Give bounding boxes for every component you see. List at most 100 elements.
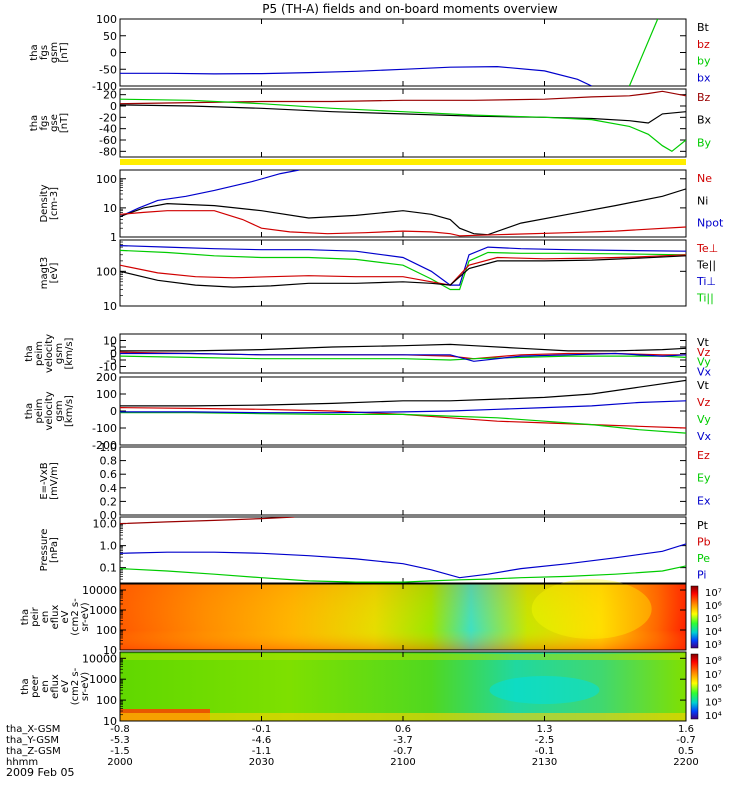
y-axis-label-line: tha (24, 345, 35, 361)
y-tick-label: 10 (103, 715, 117, 728)
y-axis-label-line: [km/s] (64, 337, 75, 369)
y-tick-label: 100 (96, 624, 117, 637)
y-tick-label: 1000 (89, 604, 117, 617)
y-tick-label: -60 (99, 134, 117, 147)
y-tick-label: 20 (103, 89, 117, 102)
y-tick-label: 10000 (82, 584, 117, 597)
position-value-x: 1.3 (537, 724, 553, 735)
series-line (120, 245, 686, 286)
y-tick-label: 10 (103, 335, 117, 348)
y-tick-label: 100 (96, 173, 117, 186)
bottom-axis: tha_X-GSMtha_Y-GSMtha_Z-GSMhhmm-0.8-5.3-… (6, 724, 699, 768)
series-line (120, 254, 686, 286)
legend-label: Vt (697, 336, 710, 349)
y-tick-label: 100 (96, 388, 117, 401)
y-tick-label: -80 (99, 145, 117, 158)
position-value-hhmm: 2000 (107, 757, 132, 768)
y-axis-label: tha peim velocity gsm [km/s] (24, 334, 75, 373)
panel-electron_spectrogram: 10⁸ 10⁷ 10⁶ 10⁵ 10⁴ 10000 1000 100 10 tha peer en ef… (20, 651, 722, 728)
legend-label: bz (697, 38, 710, 51)
y-axis-label-line: [nPa] (49, 537, 60, 563)
panel-frame (119, 446, 687, 516)
series-line (120, 355, 686, 361)
colorbar: 10⁸ 10⁷ 10⁶ 10⁵ 10⁴ (690, 653, 722, 722)
panel-ion_spectrogram: 10⁷ 10⁶ 10⁵ 10⁴ 10³ 10000 1000 100 10 tha peir en ef… (20, 579, 722, 657)
y-axis-label-line: gse (49, 114, 60, 132)
legend-label: Ni (697, 194, 708, 207)
legend-label: Pi (697, 569, 706, 582)
legend-label: Npot (697, 217, 724, 230)
y-tick-label: 0.0 (100, 509, 118, 522)
colorbar-tick-label: 10⁵ (705, 697, 722, 708)
y-tick-label: -20 (99, 111, 117, 124)
y-axis-label: tha peim velocity gsm [km/s] (24, 391, 75, 430)
plot-title: P5 (TH-A) fields and on-board moments ov… (262, 2, 558, 16)
y-tick-label: 1 (110, 231, 117, 244)
legend-label: Vx (697, 365, 712, 378)
y-tick-label: 0 (110, 47, 117, 60)
y-axis-label: tha peer en eflux eV (cm2 s-sr-eV) (20, 667, 91, 705)
y-tick-label: 0 (110, 348, 117, 361)
panel-frame (119, 88, 687, 158)
y-tick-label: 10000 (82, 652, 117, 665)
colorbar-tick-label: 10⁶ (705, 684, 722, 695)
y-axis-label-line: [cm-3] (49, 187, 60, 220)
y-tick-label: 100 (96, 265, 117, 278)
series-line (120, 343, 686, 352)
y-tick-label: 1000 (89, 673, 117, 686)
legend-label: Vx (697, 430, 712, 443)
series-line (120, 98, 686, 153)
legend-label: Ti⊥ (696, 275, 716, 288)
y-axis-label-line: Pressure (39, 529, 50, 572)
legend-label: Ti|| (696, 292, 714, 305)
y-axis-label-line: [nT] (59, 42, 70, 62)
legend-label: Te|| (696, 259, 716, 272)
colorbar-tick-label: 10⁸ (705, 656, 722, 667)
position-value-hhmm: 2030 (249, 757, 274, 768)
panel-efield: 1.00.80.60.40.20.0 E=-VxB [mV/m] Ez Ey Ex (39, 441, 711, 522)
colorbar-tick-label: 10⁵ (705, 614, 722, 625)
y-tick-label: -40 (99, 123, 117, 136)
series-line (120, 249, 686, 291)
y-axis-label-line: E=-VxB (39, 462, 50, 499)
y-axis-label-line: velocity (44, 391, 55, 430)
position-value-z: -1.1 (252, 746, 272, 757)
position-value-hhmm: 2100 (390, 757, 415, 768)
y-tick-label: 0.8 (100, 455, 118, 468)
series-line (120, 65, 592, 86)
position-value-y: -5.3 (110, 735, 130, 746)
y-axis-label-line: eflux (50, 674, 61, 699)
availability-bar (120, 159, 686, 165)
y-axis-label-line: [km/s] (64, 395, 75, 427)
y-axis-label-line: tha (20, 678, 31, 694)
y-tick-label: 0.1 (100, 562, 118, 575)
y-tick-label: 0 (110, 405, 117, 418)
legend-label: Vy (697, 413, 711, 426)
y-axis-label-line: sr-eV) (80, 602, 91, 631)
legend-label: Vz (697, 346, 711, 359)
legend-label: Ez (697, 449, 710, 462)
position-value-y: -2.5 (535, 735, 555, 746)
y-axis-label-line: eV (60, 610, 71, 623)
panel-fgs_gse: 200-20-40-60-80 tha fgs gse [nT] Bz Bx By (29, 88, 712, 158)
series-line (628, 19, 659, 86)
legend-label: Vz (697, 396, 711, 409)
panel-frame (119, 18, 687, 87)
y-tick-label: -5 (106, 354, 117, 367)
y-axis-label-line: (cm2 s- (70, 667, 81, 705)
y-tick-label: 100 (96, 13, 117, 26)
y-axis-label-line: eflux (50, 605, 61, 630)
panel-velocity_gse: 200 100 0 -100 -200 tha peim velocity gsm [km/s] V… (24, 371, 712, 452)
y-tick-label: 10 (103, 644, 117, 657)
y-axis-label-line: (cm2 s- (70, 598, 81, 636)
panel-fgs_gsm: 100 50 0 -50 -100 tha fgs gsm [nT] Bt bz by bx (29, 13, 711, 93)
y-tick-label: 0 (110, 100, 117, 113)
y-axis-label: magt3 [eV] (39, 257, 60, 290)
series-line (120, 90, 686, 105)
series-line (120, 517, 295, 525)
colorbar-tick-label: 10⁴ (705, 627, 722, 638)
series-line (120, 400, 686, 414)
date-label: 2009 Feb 05 (6, 766, 74, 779)
colorbar-gradient (690, 653, 699, 720)
